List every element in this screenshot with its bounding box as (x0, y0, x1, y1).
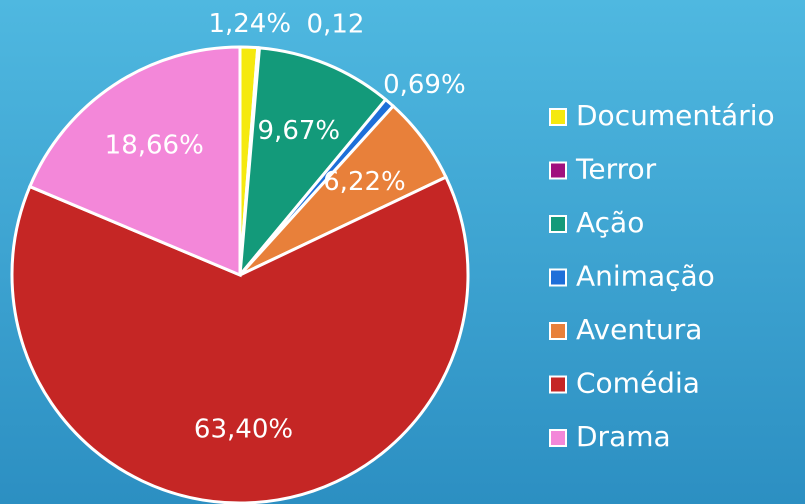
data-label: 0,69% (383, 70, 466, 100)
legend-label: Terror (575, 153, 657, 186)
legend-label: Comédia (576, 367, 700, 400)
legend-swatch (549, 161, 567, 180)
legend-swatch (549, 268, 567, 287)
data-label: 6,22% (323, 167, 406, 197)
legend-swatch (549, 429, 567, 447)
pie-slice (27, 45, 242, 278)
legend-label: Aventura (576, 313, 702, 346)
legend-label: Animação (576, 260, 715, 293)
legend-swatch (549, 375, 567, 394)
legend-swatch (549, 215, 567, 233)
legend-label: Documentário (576, 99, 775, 132)
pie-slice (238, 46, 388, 280)
data-label: 0,12 (307, 10, 365, 40)
data-label: 63,40% (194, 415, 293, 445)
legend-swatch (549, 322, 567, 340)
legend-label: Drama (576, 420, 671, 453)
legend-label: Ação (576, 206, 644, 239)
data-label: 18,66% (105, 130, 204, 160)
data-label: 1,24% (208, 9, 291, 39)
legend-swatch (549, 108, 567, 126)
data-label: 9,67% (258, 116, 341, 146)
pie-slice (10, 175, 470, 504)
